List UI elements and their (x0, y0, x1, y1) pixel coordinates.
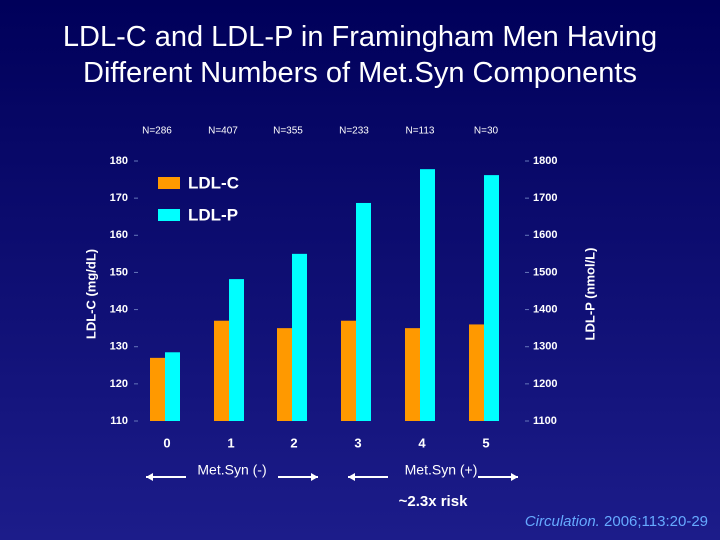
x-tick-label: 5 (482, 435, 489, 450)
bar (277, 328, 292, 421)
arrow-head (146, 473, 153, 481)
citation-journal: Circulation. (525, 513, 600, 530)
y2-tick-label: 1800 (533, 155, 557, 167)
n-label: N=355 (273, 126, 303, 137)
n-label: N=113 (405, 126, 434, 137)
x-tick-label: 0 (163, 435, 170, 450)
y-tick-label: 120 (110, 378, 128, 390)
bar (229, 279, 244, 421)
bar (420, 169, 435, 421)
n-label: N=30 (474, 126, 499, 137)
y-tick-label: 140 (110, 303, 128, 315)
citation-reference: 2006;113:20-29 (604, 513, 708, 530)
y-tick-label: 110 (110, 415, 128, 427)
legend-swatch (158, 209, 180, 221)
arrow-head (311, 473, 318, 481)
y-tick-label: 160 (110, 229, 128, 241)
n-label: N=407 (208, 126, 238, 137)
annotation: Met.Syn (-) (197, 462, 266, 478)
y2-tick-label: 1500 (533, 266, 557, 278)
y-tick-label: 150 (110, 266, 128, 278)
n-label: N=233 (339, 126, 369, 137)
chart-title: LDL-C and LDL-P in Framingham Men Having… (63, 21, 657, 89)
y2-tick-label: 1300 (533, 341, 557, 353)
x-tick-label: 2 (290, 435, 297, 450)
bar (341, 320, 356, 421)
bar (214, 320, 229, 421)
x-tick-label: 1 (227, 435, 234, 450)
bar (356, 202, 371, 421)
y-tick-label: 130 (110, 341, 128, 353)
legend-swatch (158, 177, 180, 189)
arrow-head (511, 473, 518, 481)
title-line: LDL-C and LDL-P in Framingham Men Having (63, 21, 657, 53)
bar (405, 328, 420, 421)
y2-axis-label: LDL-P (nmol/L) (582, 248, 597, 341)
arrow-head (348, 473, 355, 481)
bar (165, 352, 180, 421)
n-label: N=286 (142, 126, 172, 137)
y2-tick-label: 1700 (533, 192, 557, 204)
y2-tick-label: 1200 (533, 378, 557, 390)
bar (469, 324, 484, 421)
y2-tick-label: 1600 (533, 229, 557, 241)
annotation: Met.Syn (+) (405, 462, 478, 478)
y2-tick-label: 1400 (533, 303, 557, 315)
legend-label: LDL-C (188, 173, 239, 192)
bar (484, 175, 499, 421)
citation: Circulation. 2006;113:20-29 (525, 513, 708, 530)
annotation: ~2.3x risk (399, 493, 468, 510)
y-axis-label: LDL-C (mg/dL) (83, 249, 98, 339)
y-tick-label: 170 (110, 192, 128, 204)
y-tick-label: 180 (110, 155, 128, 167)
y2-tick-label: 1100 (533, 415, 557, 427)
x-tick-label: 4 (418, 435, 426, 450)
x-tick-label: 3 (354, 435, 361, 450)
bar (292, 253, 307, 421)
legend-label: LDL-P (188, 205, 238, 224)
title-line: Different Numbers of Met.Syn Components (83, 57, 637, 89)
bar (150, 357, 165, 421)
